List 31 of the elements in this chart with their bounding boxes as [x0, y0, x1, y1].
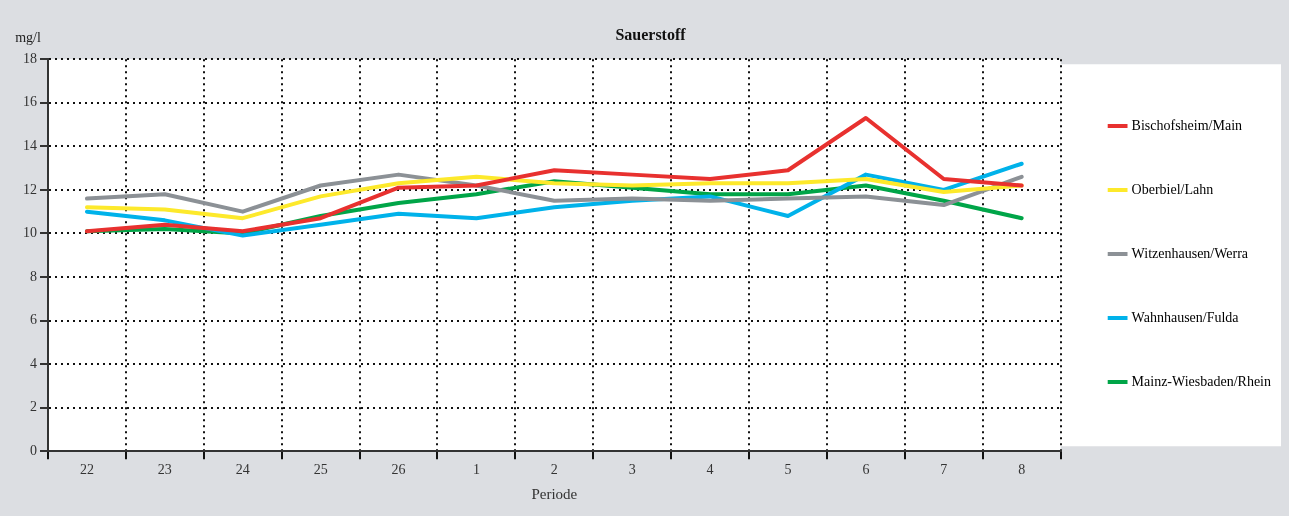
- x-tick-label: 25: [313, 462, 328, 478]
- legend-label: Bischofsheim/Main: [1131, 117, 1243, 133]
- x-tick-label: 4: [706, 462, 714, 478]
- x-tick-label: 26: [391, 462, 406, 478]
- x-tick-label: 22: [79, 462, 94, 478]
- x-tick-label: 1: [472, 462, 480, 478]
- y-tick-label: 18: [23, 50, 37, 66]
- y-tick-label: 16: [23, 94, 37, 110]
- y-tick-label: 0: [30, 442, 37, 458]
- y-tick-label: 2: [30, 399, 37, 415]
- y-tick-label: 10: [23, 225, 37, 241]
- x-tick-label: 8: [1018, 462, 1026, 478]
- y-tick-label: 4: [30, 355, 37, 371]
- x-tick-label: 6: [862, 462, 870, 478]
- x-tick-label: 2: [550, 462, 558, 478]
- chart-title: Sauerstoff: [615, 25, 687, 43]
- y-tick-label: 6: [30, 312, 37, 328]
- x-tick-label: 23: [157, 462, 172, 478]
- y-tick-label: 14: [23, 137, 37, 153]
- y-tick-label: 8: [30, 268, 37, 284]
- y-axis-title: mg/l: [15, 29, 41, 45]
- legend-label: Mainz-Wiesbaden/Rhein: [1131, 373, 1272, 389]
- x-tick-label: 5: [784, 462, 792, 478]
- x-tick-label: 24: [235, 462, 250, 478]
- x-tick-label: 3: [628, 462, 636, 478]
- legend-label: Witzenhausen/Werra: [1131, 245, 1249, 261]
- legend-label: Wahnhausen/Fulda: [1131, 309, 1240, 325]
- x-axis-title: Periode: [531, 485, 578, 502]
- x-tick-label: 7: [940, 462, 948, 478]
- y-tick-label: 12: [23, 181, 37, 197]
- legend-label: Oberbiel/Lahn: [1131, 181, 1214, 197]
